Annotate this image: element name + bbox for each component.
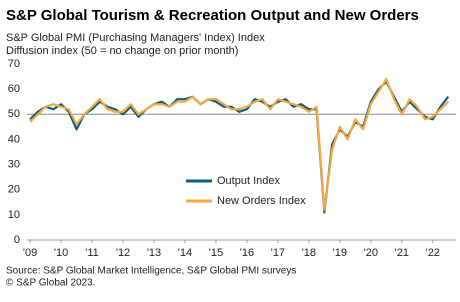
x-tick-label: '17 [271,247,285,259]
y-tick-label: 30 [8,158,20,170]
x-tick-label: '14 [178,247,192,259]
x-tick-label: '20 [364,247,378,259]
series-line [29,80,450,214]
y-tick-label: 20 [8,184,20,196]
y-tick-label: 10 [8,209,20,221]
x-tick-label: '22 [426,247,440,259]
copyright: © S&P Global 2023. [6,278,95,289]
chart-title: S&P Global Tourism & Recreation Output a… [6,7,419,24]
x-tick-label: '19 [333,247,347,259]
y-tick-label: 0 [14,234,20,246]
x-tick-label: '21 [395,247,409,259]
y-tick-label: 70 [8,58,20,70]
series-line [29,77,450,211]
y-tick-label: 40 [8,133,20,145]
source: Source: S&P Global Market Intelligence, … [6,266,296,277]
x-tick-label: '16 [240,247,254,259]
y-axis-label: Diffusion index (50 = no change on prior… [6,45,238,57]
y-tick-label: 50 [8,108,20,120]
legend-label: Output Index [217,175,280,187]
x-tick-label: '10 [54,247,68,259]
x-tick-label: '12 [116,247,130,259]
x-tick-label: '09 [23,247,37,259]
x-tick-label: '18 [302,247,316,259]
x-tick-label: '13 [147,247,161,259]
x-tick-label: '11 [85,247,99,259]
chart-subtitle: S&P Global PMI (Purchasing Managers' Ind… [6,32,265,44]
x-tick-label: '15 [209,247,223,259]
y-tick-label: 60 [8,83,20,95]
legend-label: New Orders Index [217,195,306,207]
